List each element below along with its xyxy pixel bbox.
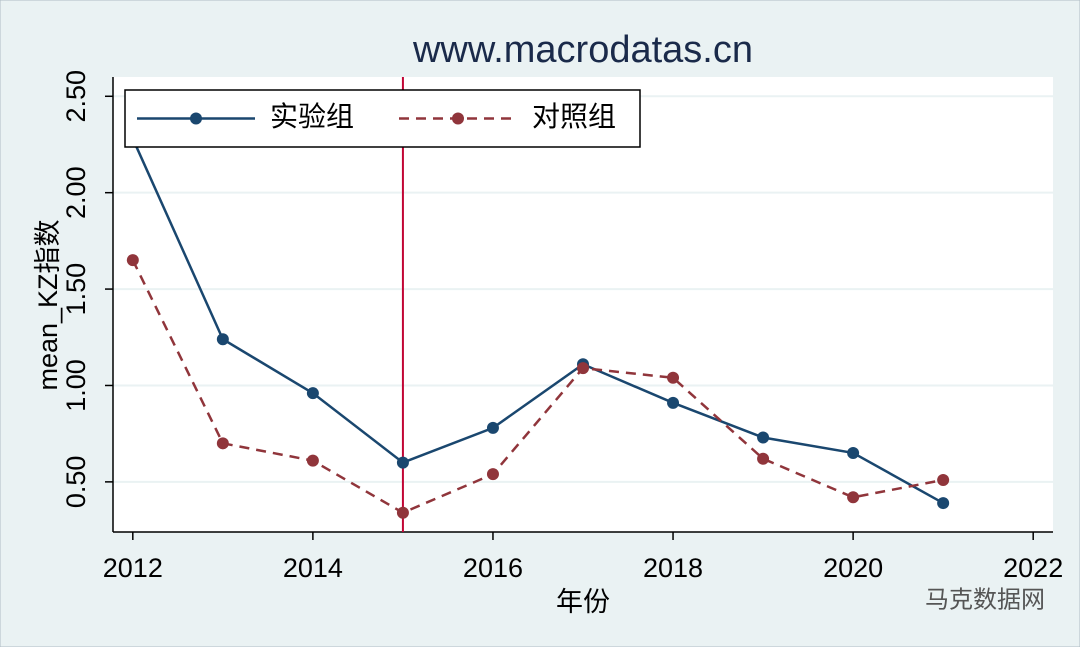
y-axis-label: mean_KZ指数 bbox=[33, 219, 63, 390]
data-point bbox=[306, 454, 319, 467]
data-point bbox=[667, 396, 680, 409]
data-point bbox=[577, 362, 589, 375]
data-point bbox=[396, 506, 409, 519]
data-point bbox=[306, 387, 319, 400]
y-tick-label: 2.00 bbox=[61, 166, 91, 219]
data-point bbox=[757, 431, 770, 444]
data-point bbox=[757, 452, 770, 465]
x-axis-label: 年份 bbox=[556, 587, 610, 617]
data-point bbox=[486, 468, 499, 481]
y-tick-label: 1.50 bbox=[61, 263, 91, 316]
legend-label: 对照组 bbox=[532, 101, 616, 132]
y-tick-label: 0.50 bbox=[61, 456, 91, 509]
watermark: 马克数据网 bbox=[925, 586, 1045, 613]
series-line bbox=[131, 259, 944, 515]
data-point bbox=[847, 491, 860, 504]
x-tick-label: 2022 bbox=[1003, 553, 1063, 583]
data-point bbox=[396, 456, 409, 469]
data-point bbox=[126, 254, 139, 267]
plot-area bbox=[113, 77, 1053, 532]
data-point bbox=[847, 446, 860, 459]
legend-marker bbox=[452, 112, 464, 125]
data-point bbox=[937, 473, 950, 486]
x-tick-label: 2016 bbox=[463, 553, 523, 583]
series-line bbox=[131, 138, 944, 505]
legend-label: 实验组 bbox=[270, 101, 354, 132]
legend-marker bbox=[190, 112, 202, 125]
data-point bbox=[667, 371, 680, 384]
x-tick-label: 2018 bbox=[643, 553, 703, 583]
y-tick-label: 1.00 bbox=[61, 359, 91, 412]
data-point bbox=[216, 333, 229, 346]
data-point bbox=[937, 497, 950, 510]
chart-title: www.macrodatas.cn bbox=[412, 29, 753, 71]
x-tick-label: 2012 bbox=[103, 553, 163, 583]
y-tick-label: 2.50 bbox=[61, 70, 91, 123]
data-point bbox=[486, 421, 499, 434]
data-point bbox=[216, 437, 229, 450]
x-tick-label: 2014 bbox=[283, 553, 343, 583]
x-tick-label: 2020 bbox=[823, 553, 883, 583]
